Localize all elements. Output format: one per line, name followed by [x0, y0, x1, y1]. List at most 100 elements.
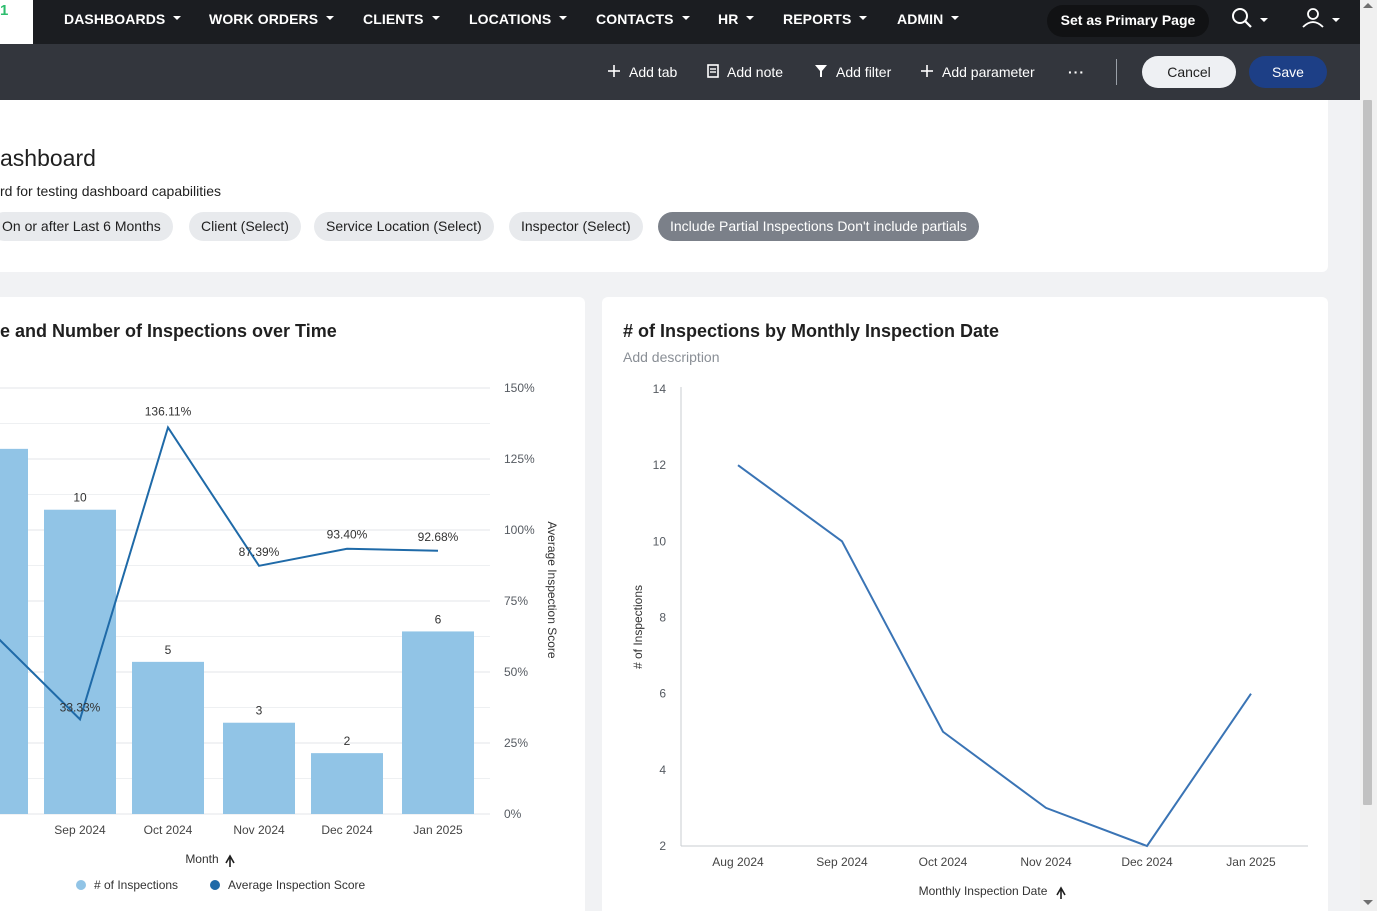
y2-tick-label: 100%: [504, 523, 535, 537]
line-chart: 2 4 6 8 10 12 14 Aug 2024 Sep 2024 Oct 2024 Nov 20…: [631, 382, 1308, 899]
dashboard-toolbar: Add tab Add note Add filter Add paramete…: [0, 44, 1360, 100]
top-nav: 1 DASHBOARDS WORK ORDERS CLIENTS LOCATIO…: [0, 0, 1360, 44]
caret-down-icon: [431, 16, 440, 21]
bar-data-label: 6: [435, 612, 442, 626]
scroll-down-icon[interactable]: [1363, 900, 1373, 905]
x-axis-title: Monthly Inspection Date: [919, 884, 1048, 898]
y2-tick-label: 125%: [504, 452, 535, 466]
y-tick-label: 14: [653, 382, 667, 396]
score-line: [0, 425, 439, 722]
add-tab-button[interactable]: Add tab: [607, 44, 677, 100]
dashboard-description[interactable]: rd for testing dashboard capabilities: [0, 183, 222, 199]
caret-down-icon: [173, 16, 182, 21]
nav-dashboards[interactable]: DASHBOARDS: [64, 0, 182, 44]
caret-down-icon: [859, 16, 868, 21]
x-tick-label: Oct 2024: [919, 855, 968, 869]
y2-tick-label: 0%: [504, 807, 522, 821]
x-tick-label: Dec 2024: [321, 823, 373, 837]
scroll-thumb[interactable]: [1363, 100, 1372, 805]
x-tick-label: Nov 2024: [1020, 855, 1072, 869]
plus-icon: [608, 65, 620, 78]
nav-hr[interactable]: HR: [718, 0, 755, 44]
sort-asc-icon: [225, 854, 235, 867]
caret-down-icon: [559, 16, 568, 21]
combo-chart: 0%25%50%75%100%125%150%105326%33.33%136.…: [0, 381, 559, 892]
line-data-label: 92.68%: [418, 530, 459, 544]
line-data-label: 87.39%: [239, 545, 280, 559]
save-button[interactable]: Save: [1249, 56, 1327, 88]
x-axis-title: Month: [185, 852, 218, 866]
nav-reports[interactable]: REPORTS: [783, 0, 868, 44]
y-tick-label: 12: [653, 458, 667, 472]
x-tick-label: Dec 2024: [1121, 855, 1173, 869]
scroll-up-icon[interactable]: [1363, 3, 1373, 8]
combo-chart-title[interactable]: e and Number of Inspections over Time: [0, 321, 337, 341]
filter-chip-date[interactable]: On or after Last 6 Months: [0, 212, 173, 241]
search-menu[interactable]: [1230, 6, 1272, 34]
x-tick-label: Nov 2024: [233, 823, 285, 837]
dashboard-title[interactable]: ashboard: [0, 145, 96, 171]
bar-data-label: 5: [165, 643, 172, 657]
bar-data-label: 3: [256, 704, 263, 718]
page-scrollbar[interactable]: [1360, 0, 1377, 911]
add-note-button[interactable]: Add note: [707, 44, 783, 100]
legend-swatch: [76, 880, 86, 890]
line-data-label: 93.40%: [327, 528, 368, 542]
more-options-button[interactable]: ···: [1068, 64, 1085, 80]
bar: [311, 753, 383, 814]
filter-icon: [815, 65, 827, 78]
y2-tick-label: 50%: [504, 665, 528, 679]
y2-tick-label: 25%: [504, 736, 528, 750]
caret-down-icon: [326, 16, 335, 21]
filter-chip-service-location[interactable]: Service Location (Select): [314, 212, 494, 241]
nav-clients[interactable]: CLIENTS: [363, 0, 440, 44]
cancel-button[interactable]: Cancel: [1142, 56, 1236, 88]
x-tick-label: Sep 2024: [816, 855, 868, 869]
y2-axis-title: Average Inspection Score: [545, 521, 559, 659]
nav-contacts[interactable]: CONTACTS: [596, 0, 690, 44]
user-menu[interactable]: [1302, 6, 1344, 34]
add-parameter-button[interactable]: Add parameter: [920, 44, 1035, 100]
note-icon: [707, 64, 719, 79]
y-tick-label: 10: [653, 534, 667, 548]
bar: [0, 448, 28, 814]
bar-data-label: 2: [344, 734, 351, 748]
legend-label: Average Inspection Score: [228, 878, 366, 892]
plus-icon: [921, 65, 933, 78]
nav-admin[interactable]: ADMIN: [897, 0, 960, 44]
line-data-label: 33.33%: [60, 700, 101, 714]
legend-label: # of Inspections: [94, 878, 178, 892]
line-chart-title[interactable]: # of Inspections by Monthly Inspection D…: [623, 321, 1000, 341]
y-tick-label: 6: [659, 687, 666, 701]
bar: [402, 631, 474, 814]
logo[interactable]: 1: [0, 0, 33, 44]
set-primary-page-button[interactable]: Set as Primary Page: [1047, 5, 1209, 37]
bar: [223, 722, 295, 814]
y-axis-title: # of Inspections: [631, 585, 645, 669]
filter-chip-partial-inspections[interactable]: Include Partial Inspections Don't includ…: [658, 212, 979, 241]
y2-tick-label: 150%: [504, 381, 535, 395]
add-description-link[interactable]: Add description: [623, 349, 720, 365]
add-filter-button[interactable]: Add filter: [814, 44, 891, 100]
inspections-line: [737, 464, 1252, 848]
bar: [44, 509, 116, 814]
bar-data-label: 10: [73, 491, 87, 505]
y-tick-label: 2: [659, 839, 666, 853]
legend-swatch: [210, 880, 220, 890]
nav-work-orders[interactable]: WORK ORDERS: [209, 0, 335, 44]
x-tick-label: Jan 2025: [413, 823, 463, 837]
caret-down-icon: [746, 16, 755, 21]
toolbar-divider: [1116, 59, 1117, 85]
x-tick-label: Aug 2024: [712, 855, 764, 869]
sort-asc-icon: [1056, 886, 1066, 899]
nav-locations[interactable]: LOCATIONS: [469, 0, 568, 44]
caret-down-icon: [951, 16, 960, 21]
filter-chip-client[interactable]: Client (Select): [189, 212, 301, 241]
x-tick-label: Sep 2024: [54, 823, 106, 837]
bar: [132, 661, 204, 814]
user-icon: [1302, 8, 1340, 28]
line-chart-card: [602, 297, 1328, 911]
filter-chip-inspector[interactable]: Inspector (Select): [509, 212, 643, 241]
y-tick-label: 8: [659, 611, 666, 625]
y-tick-label: 4: [659, 763, 666, 777]
